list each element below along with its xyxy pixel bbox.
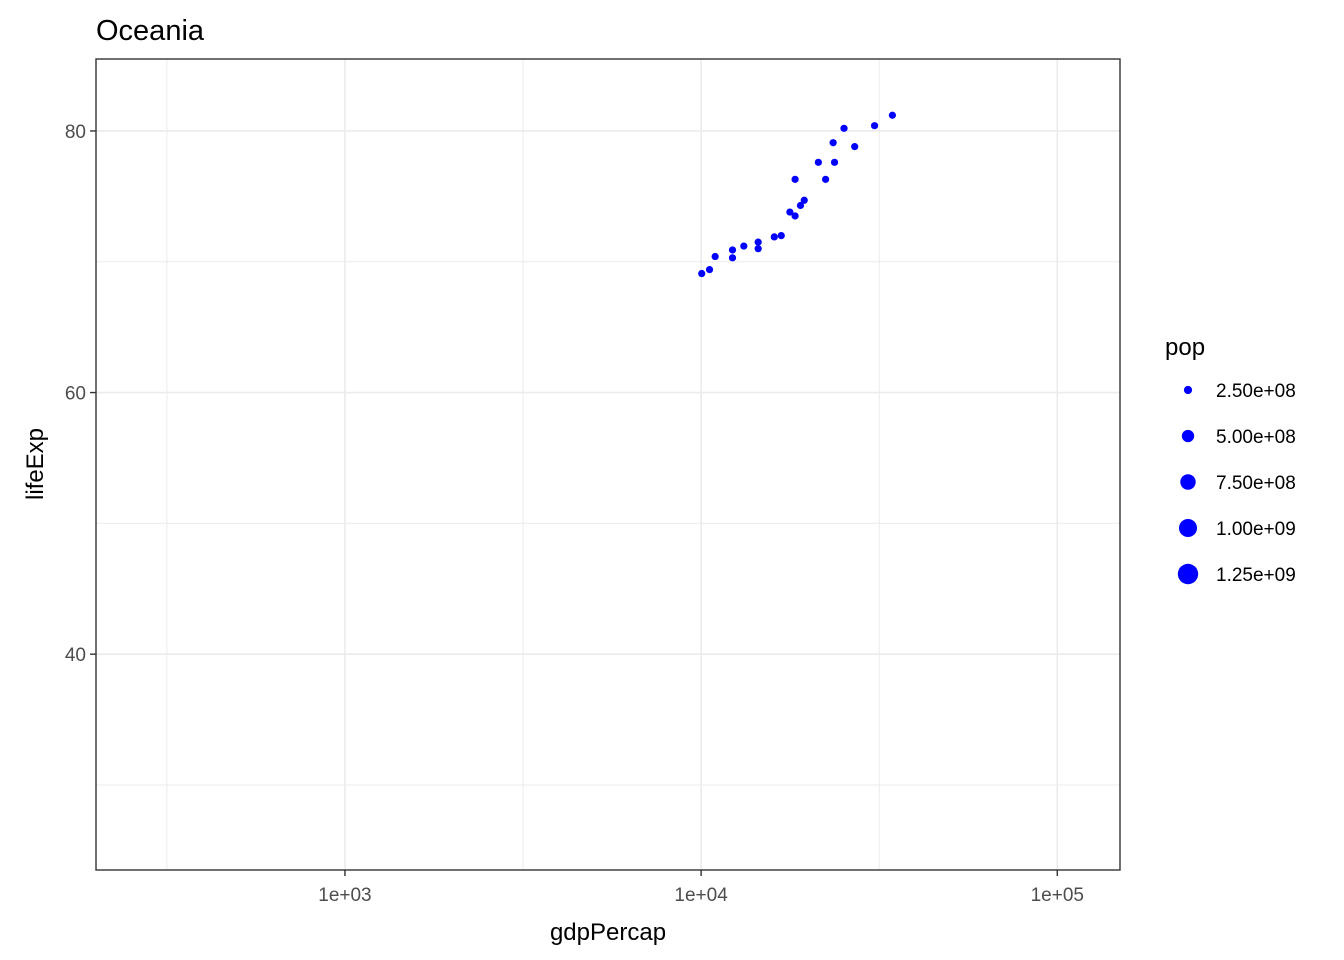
y-axis: 40 60 80 [65,122,96,666]
data-point [791,212,799,220]
x-tick-label: 1e+03 [318,885,371,906]
x-tick-label: 1e+04 [674,885,728,906]
minor-gridlines [96,59,1120,870]
data-point [821,175,830,183]
legend-key-circle [1178,518,1198,538]
data-point [829,139,837,147]
data-point [840,124,848,132]
data-point [851,143,859,151]
x-axis: 1e+03 1e+04 1e+05 [318,870,1084,906]
data-point [728,254,737,262]
plot-panel [95,58,1121,871]
legend-key-label: 5.00e+08 [1216,427,1296,448]
data-point [791,175,799,183]
x-tick-label: 1e+05 [1031,885,1084,906]
panel-background [96,59,1120,870]
data-point [728,246,737,254]
legend-key-circle [1177,563,1199,585]
legend-key-label: 7.50e+08 [1216,473,1296,494]
data-point [740,242,748,250]
legend-keys: 2.50e+08 5.00e+08 7.50e+08 1.00e+09 1.25e+09 [1177,381,1296,586]
major-gridlines [96,59,1120,870]
data-point [888,111,896,119]
data-point [830,158,839,166]
data-point [770,233,778,241]
data-point [754,245,762,253]
x-axis-title: gdpPercap [550,919,666,946]
y-axis-title: lifeExp [22,428,49,500]
legend-title: pop [1165,334,1205,361]
panel-border [95,58,1121,871]
data-point [786,208,794,216]
data-point [870,122,879,130]
data-point [800,196,808,204]
data-points [698,111,896,278]
legend-key-circle [1180,474,1196,490]
size-legend: pop 2.50e+08 5.00e+08 7.50e+08 1.00e+09 1.25… [1165,334,1296,586]
legend-key-circle [1181,429,1195,443]
data-point [796,201,805,210]
legend-key-label: 2.50e+08 [1216,381,1296,402]
y-tick-label: 80 [65,122,86,143]
legend-key-label: 1.00e+09 [1216,519,1296,540]
legend-key-circle [1183,385,1193,395]
chart-title: Oceania [96,15,205,47]
legend-key-label: 1.25e+09 [1216,565,1296,586]
data-point [754,238,762,246]
data-point [814,158,822,166]
y-tick-label: 60 [65,384,86,405]
data-point [705,265,714,274]
data-point [698,269,706,278]
y-tick-label: 40 [65,645,86,666]
data-point [711,252,719,261]
data-point [777,231,785,240]
